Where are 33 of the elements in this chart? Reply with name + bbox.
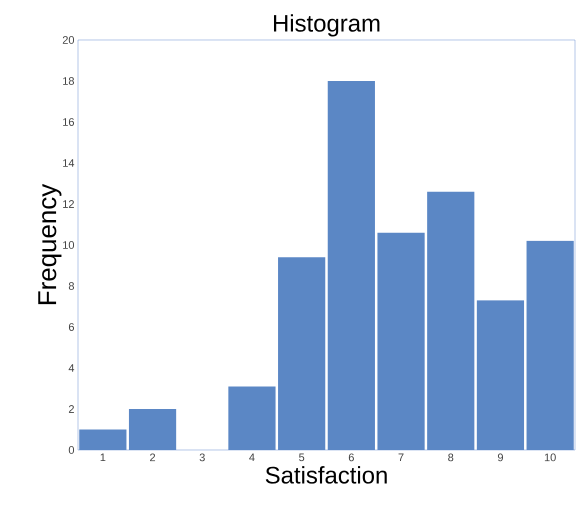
y-tick-label: 12 — [63, 200, 74, 208]
y-tick-label: 0 — [68, 446, 74, 454]
y-tick-label: 8 — [68, 282, 74, 290]
x-tick-label: 9 — [498, 454, 503, 462]
y-axis-title: Frequency — [38, 184, 62, 304]
x-tick-label: 10 — [544, 454, 556, 462]
bar — [228, 386, 276, 450]
x-tick-label: 7 — [398, 454, 404, 462]
x-tick-label: 2 — [150, 454, 156, 462]
bar — [278, 257, 326, 450]
y-tick-label: 18 — [63, 77, 74, 85]
y-tick-label: 10 — [63, 241, 74, 249]
x-tick-label: 5 — [299, 454, 304, 462]
bar — [427, 192, 474, 450]
bar — [79, 430, 126, 450]
y-tick-label: 4 — [68, 364, 74, 372]
bar — [377, 232, 425, 450]
x-tick-label: 3 — [200, 454, 205, 462]
x-tick-label: 1 — [100, 454, 106, 462]
bar — [128, 409, 176, 450]
y-tick-label: 20 — [62, 36, 74, 44]
x-tick-label: 4 — [249, 454, 255, 462]
bar — [328, 80, 375, 450]
x-axis-title: Satisfaction — [266, 466, 387, 484]
y-tick-label: 2 — [68, 405, 74, 413]
y-tick-label: 16 — [63, 118, 74, 126]
chart-title: Histogram — [274, 14, 380, 37]
x-tick-label: 6 — [348, 454, 354, 462]
y-tick-label: 14 — [63, 159, 74, 167]
bar — [526, 240, 574, 450]
bar — [476, 300, 524, 450]
x-tick-label: 8 — [448, 454, 454, 462]
y-tick-label: 6 — [68, 323, 74, 331]
